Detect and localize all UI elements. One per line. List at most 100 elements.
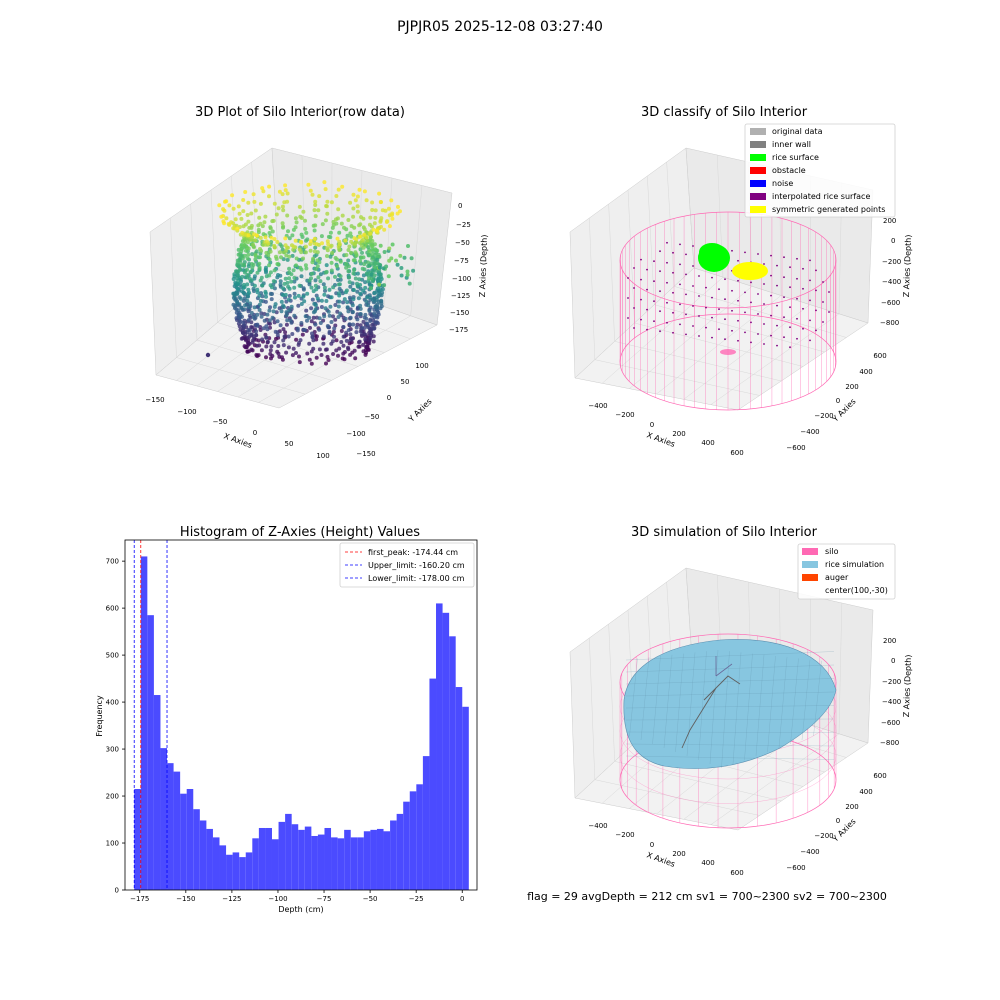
scatter-point xyxy=(402,255,407,260)
scatter-point xyxy=(390,242,395,247)
scatter-point xyxy=(318,321,323,325)
scatter-point xyxy=(236,273,241,278)
scatter-point xyxy=(317,194,322,199)
scatter-point xyxy=(343,316,348,321)
sim-y-tick: −600 xyxy=(786,864,805,872)
scatter-point xyxy=(255,270,260,275)
scatter-point xyxy=(283,236,288,241)
scatter-point xyxy=(390,216,395,221)
interior-point xyxy=(633,327,635,329)
scatter-point xyxy=(244,248,248,253)
scatter-point xyxy=(355,281,359,286)
interior-point xyxy=(633,287,635,289)
interior-point xyxy=(666,241,668,244)
scatter-point xyxy=(328,304,333,309)
scatter-point xyxy=(368,231,373,236)
scatter-point xyxy=(363,332,368,337)
scatter-point xyxy=(292,313,297,318)
simulation-rice-surface xyxy=(623,639,837,769)
scatter-point xyxy=(372,290,377,295)
scatter-point xyxy=(376,277,381,282)
scatter-point xyxy=(312,208,317,213)
scatter-point xyxy=(252,274,257,279)
scatter-point xyxy=(275,319,280,324)
scatter-point xyxy=(295,326,300,331)
scatter-point xyxy=(371,227,376,232)
scatter-point xyxy=(257,302,262,307)
scatter-point xyxy=(334,338,339,343)
scatter-point xyxy=(252,283,257,288)
scatter-point xyxy=(351,297,356,302)
interior-point xyxy=(633,267,635,269)
scatter-point xyxy=(376,291,381,296)
gridline xyxy=(589,637,596,780)
scatter-point xyxy=(257,261,262,266)
scatter-point xyxy=(259,348,264,353)
scatter-point xyxy=(245,267,249,272)
scatter-point xyxy=(264,265,268,270)
histogram-bar xyxy=(363,831,371,890)
scatter-point xyxy=(290,253,295,258)
scatter-point xyxy=(274,310,279,315)
scatter-point xyxy=(387,246,392,251)
panel-classify-title: 3D classify of Silo Interior xyxy=(641,105,808,120)
histogram-bar xyxy=(199,820,207,890)
scatter-point xyxy=(267,257,272,262)
scatter-point xyxy=(362,262,367,267)
scatter-point xyxy=(329,260,334,265)
scatter-point xyxy=(281,338,286,343)
raw-x-tick: 0 xyxy=(253,429,257,437)
classify-y-tick: 0 xyxy=(836,397,840,405)
histogram-bar xyxy=(390,820,397,890)
scatter-point xyxy=(357,187,362,192)
scatter-point xyxy=(356,296,361,301)
scatter-point xyxy=(341,343,346,348)
interior-point xyxy=(685,253,687,256)
scatter-point xyxy=(324,347,329,352)
scatter-point xyxy=(334,221,339,226)
classify-y-tick: −600 xyxy=(786,444,805,452)
scatter-point xyxy=(276,344,281,348)
scatter-point xyxy=(390,211,395,216)
scatter-point xyxy=(267,263,272,268)
interior-point xyxy=(679,323,681,326)
scatter-point xyxy=(322,180,327,185)
interior-point xyxy=(822,321,824,323)
simulation-ylabel: Y Axies xyxy=(830,817,858,845)
scatter-point xyxy=(312,249,317,254)
scatter-point xyxy=(240,230,245,235)
scatter-point xyxy=(320,241,324,246)
raw-x-tick: 50 xyxy=(285,440,294,448)
scatter-point xyxy=(377,282,382,287)
histogram-bar xyxy=(396,813,404,890)
scatter-point xyxy=(387,224,392,229)
scatter-point xyxy=(318,272,323,277)
scatter-point xyxy=(281,208,286,213)
scatter-point xyxy=(251,314,256,319)
scatter-point xyxy=(297,354,301,359)
scatter-point xyxy=(299,240,304,245)
scatter-point xyxy=(305,351,310,356)
scatter-point xyxy=(344,262,349,266)
legend-item-auger: auger xyxy=(802,573,849,582)
interior-point xyxy=(685,273,687,276)
interior-point xyxy=(659,290,661,293)
legend-item-interpolated: interpolated rice surface xyxy=(750,192,870,201)
scatter-point xyxy=(340,213,345,218)
legend-label: auger xyxy=(825,573,849,582)
scatter-point xyxy=(358,329,363,334)
classify-z-tick: −200 xyxy=(882,258,901,266)
legend-item-center: center(100,-30) xyxy=(825,586,888,595)
histogram-bar xyxy=(140,556,148,890)
scatter-point xyxy=(345,305,350,310)
scatter-point xyxy=(369,224,374,229)
scatter-point xyxy=(281,286,286,291)
hist-x-tick: −50 xyxy=(363,895,378,903)
scatter-point xyxy=(374,320,378,325)
sim-y-tick: −200 xyxy=(814,832,833,840)
gridline xyxy=(838,602,843,734)
histogram-bar xyxy=(134,788,141,890)
rice-surface-cluster xyxy=(699,243,725,261)
raw-xlabel: X Axies xyxy=(222,431,253,450)
scatter-point xyxy=(259,311,264,316)
